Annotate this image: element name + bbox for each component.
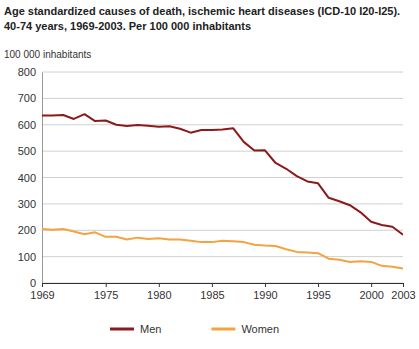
x-tick-mark xyxy=(106,283,107,287)
y-tick-label: 200 xyxy=(18,224,36,236)
y-tick: 200 xyxy=(18,224,42,236)
legend: Men Women xyxy=(110,323,279,335)
x-tick-label: 1985 xyxy=(200,289,224,301)
legend-item: Women xyxy=(211,323,279,335)
y-tick: 300 xyxy=(18,198,42,210)
y-tick-label: 400 xyxy=(18,172,36,184)
grid-line xyxy=(42,230,403,231)
legend-swatch xyxy=(211,328,235,331)
y-tick-label: 700 xyxy=(18,92,36,104)
y-tick-label: 500 xyxy=(18,145,36,157)
y-tick: 0 xyxy=(30,277,42,289)
x-axis-line xyxy=(43,284,404,288)
series-line xyxy=(42,229,403,269)
legend-item: Men xyxy=(110,323,161,335)
y-tick-label: 300 xyxy=(18,198,36,210)
y-axis: 0 100 200 300 400 500 600 700 800 xyxy=(18,66,43,289)
y-tick: 800 xyxy=(18,66,42,78)
x-tick-mark xyxy=(371,283,372,287)
y-axis-line xyxy=(42,73,43,284)
x-tick: 2003 xyxy=(391,283,415,301)
chart: Age standardized causes of death, ischem… xyxy=(0,0,419,349)
legend-label: Men xyxy=(140,323,161,335)
y-tick: 500 xyxy=(18,145,42,157)
x-axis: 1969 1975 1980 1985 1990 1995 2000 2003 xyxy=(30,283,415,301)
y-tick: 400 xyxy=(18,172,42,184)
x-tick-label: 2000 xyxy=(359,289,383,301)
legend-swatch xyxy=(110,328,134,331)
grid-line xyxy=(42,151,403,152)
y-tick-label: 800 xyxy=(18,66,36,78)
x-tick: 1990 xyxy=(253,283,277,301)
title: Age standardized causes of death, ischem… xyxy=(4,5,400,32)
x-tick-mark xyxy=(159,283,160,287)
plot-lines xyxy=(42,114,403,268)
x-tick-mark xyxy=(318,283,319,287)
grid-line xyxy=(42,98,403,99)
grid-line xyxy=(42,256,403,257)
y-tick-label: 600 xyxy=(18,119,36,131)
series-line xyxy=(42,114,403,235)
x-tick-label: 1969 xyxy=(30,289,54,301)
x-tick: 1985 xyxy=(200,283,224,301)
x-tick: 2000 xyxy=(359,283,383,301)
y-tick: 100 xyxy=(18,251,42,263)
y-tick-label: 100 xyxy=(18,251,36,263)
legend-label: Women xyxy=(241,323,279,335)
grid-line xyxy=(42,72,403,73)
x-tick-label: 2003 xyxy=(391,289,415,301)
y-axis-label: 100 000 inhabitants xyxy=(4,49,91,60)
x-tick-mark xyxy=(403,283,404,287)
x-tick-label: 1975 xyxy=(94,289,118,301)
grid-line xyxy=(42,177,403,178)
x-tick-mark xyxy=(265,283,266,287)
x-tick: 1980 xyxy=(147,283,171,301)
y-tick-label: 0 xyxy=(30,277,36,289)
x-tick-label: 1995 xyxy=(306,289,330,301)
grid xyxy=(42,72,403,283)
x-tick: 1969 xyxy=(30,283,54,301)
x-tick: 1975 xyxy=(94,283,118,301)
x-tick-mark xyxy=(42,283,43,287)
x-tick: 1995 xyxy=(306,283,330,301)
y-tick: 600 xyxy=(18,119,42,131)
x-tick-mark xyxy=(212,283,213,287)
x-tick-label: 1990 xyxy=(253,289,277,301)
y-tick: 700 xyxy=(18,92,42,104)
grid-line xyxy=(42,124,403,125)
x-tick-label: 1980 xyxy=(147,289,171,301)
